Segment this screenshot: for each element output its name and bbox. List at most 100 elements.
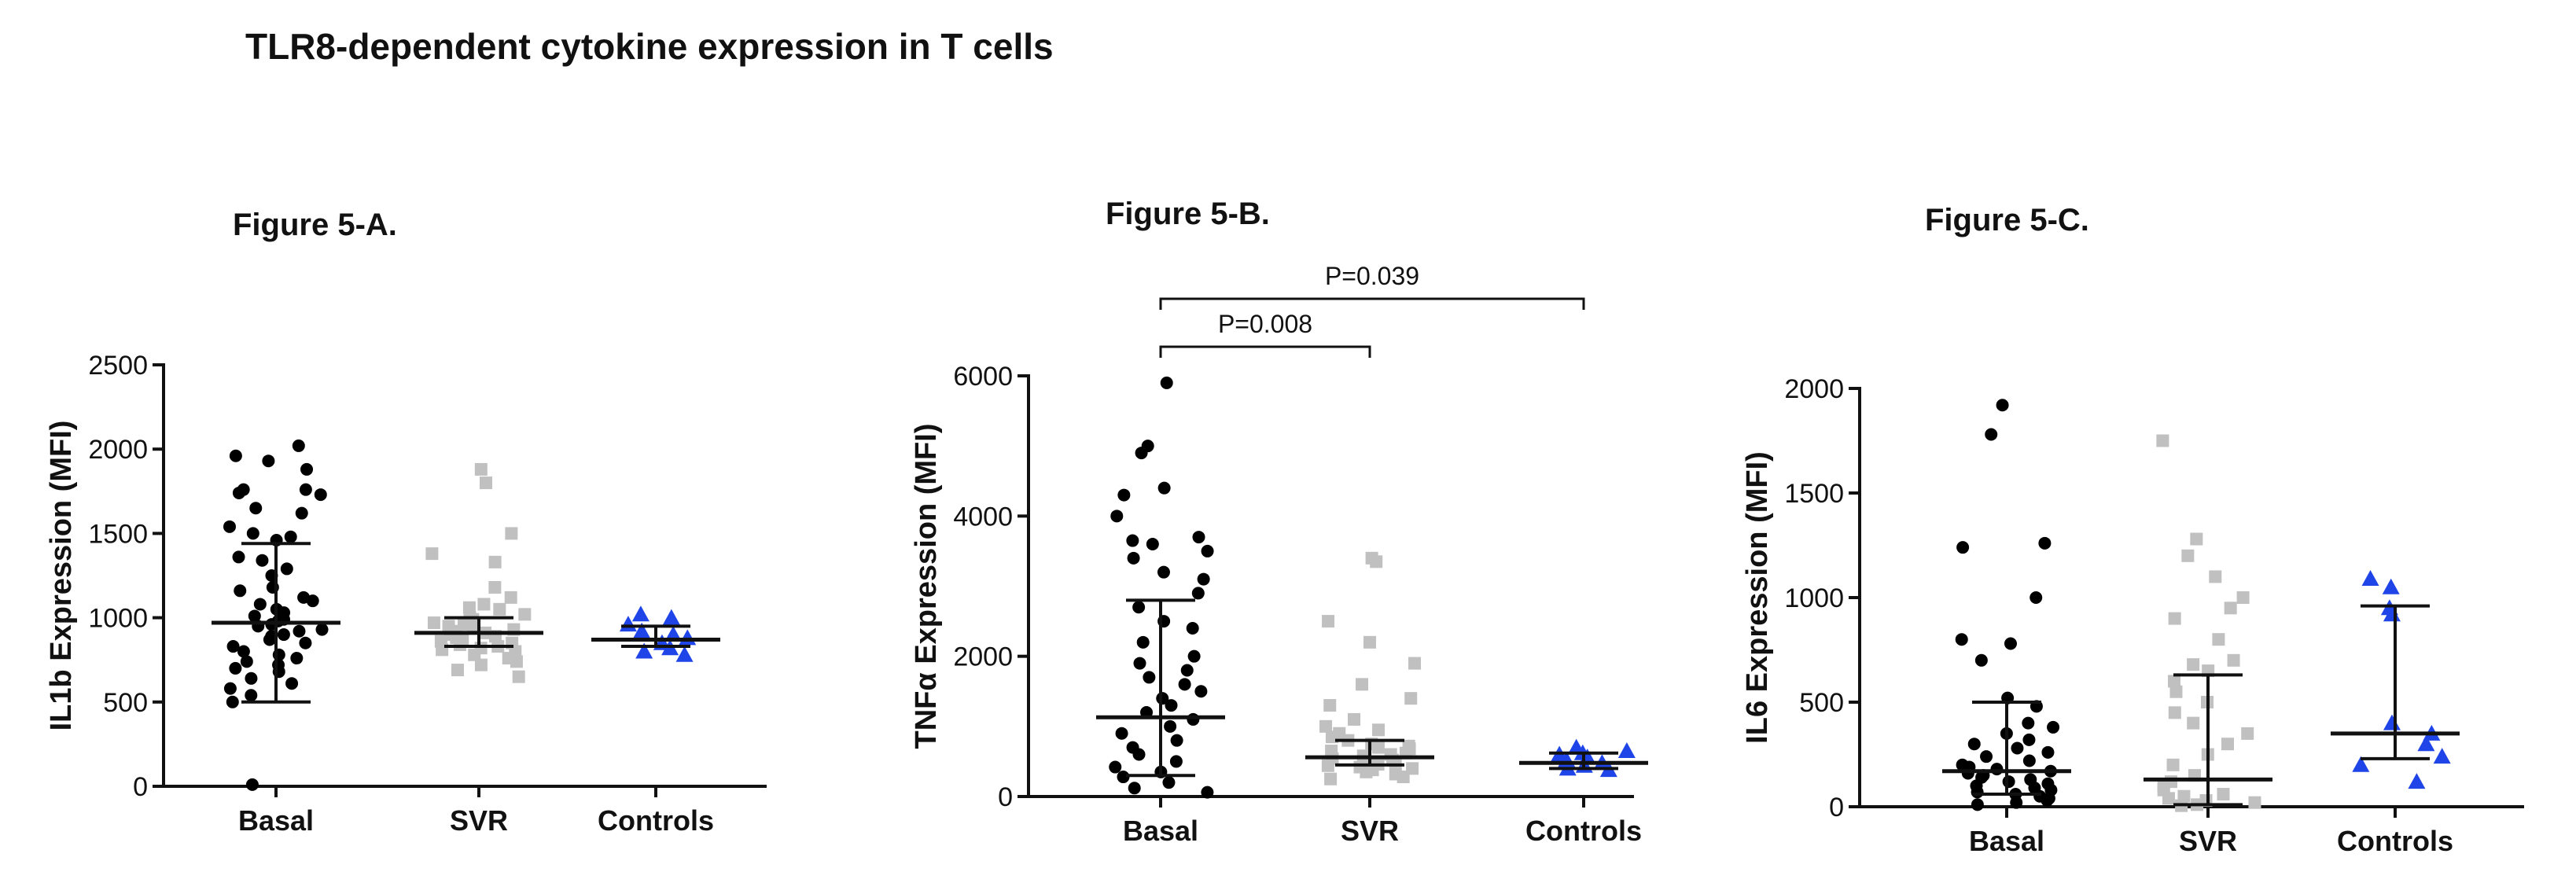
y-tick-label: 6000 [953, 362, 1013, 392]
chart-panel-1: 0 500 1000 1500 2000 2500 IL1b Expression (MFI… [45, 351, 767, 837]
data-point-basal [234, 584, 247, 598]
data-point-basal [2022, 716, 2035, 730]
data-point-basal [1187, 649, 1201, 663]
data-point-controls [2361, 570, 2379, 587]
data-point-svr [2181, 549, 2195, 562]
data-point-controls [631, 605, 650, 622]
data-point-svr [1321, 759, 1334, 772]
data-point-basal [285, 677, 299, 690]
data-point-svr [1356, 678, 1369, 691]
data-point-basal [1974, 653, 1988, 667]
y-tick-label: 0 [998, 782, 1013, 812]
data-point-controls [2352, 756, 2370, 772]
data-point-svr [1372, 723, 1386, 737]
data-point-basal [248, 609, 261, 623]
data-point-controls [679, 629, 697, 646]
chart-panel-3: 0 500 1000 1500 2000 IL6 Expression (MFI) Basa… [1741, 374, 2524, 857]
data-point-svr [1371, 741, 1385, 754]
data-point-basal [299, 483, 312, 496]
data-point-basal [1201, 544, 1214, 557]
data-point-svr [468, 648, 481, 661]
data-point-controls [675, 646, 694, 662]
data-point-basal [245, 671, 258, 685]
data-point-basal [1956, 541, 1970, 554]
data-point-svr [479, 476, 492, 490]
data-point-basal [262, 454, 275, 468]
data-point-svr [1363, 635, 1376, 649]
data-point-controls [2383, 714, 2401, 730]
significance-bracket [1159, 297, 1585, 310]
data-point-svr [518, 608, 532, 621]
data-point-basal [1133, 657, 1146, 670]
y-axis-label: IL6 Expression (MFI) [1741, 451, 1774, 744]
chart-panel-2: 0 2000 4000 6000 TNFα Expression (MFI) Basal S… [910, 262, 1648, 847]
data-point-controls [1617, 742, 1636, 759]
data-point-svr [2166, 758, 2180, 771]
data-point-basal [245, 689, 258, 702]
p-value-label: P=0.008 [1218, 310, 1312, 338]
data-point-basal [2041, 745, 2055, 759]
x-tick-label: Basal [1969, 825, 2044, 857]
data-point-basal [1985, 428, 1998, 441]
data-point-basal [232, 550, 245, 564]
data-point-basal [1132, 748, 1146, 761]
data-point-basal [1115, 727, 1128, 740]
data-point-basal [1157, 565, 1170, 579]
data-point-basal [1967, 738, 1981, 751]
data-point-basal [1996, 399, 2009, 412]
data-point-basal [1136, 635, 1150, 649]
data-point-basal [1186, 622, 1199, 635]
x-tick-label: Basal [1123, 815, 1198, 847]
data-point-basal [1187, 712, 1200, 726]
data-point-basal [293, 624, 306, 638]
data-point-basal [1955, 633, 1968, 646]
data-point-basal [223, 520, 236, 533]
data-point-svr [2224, 602, 2237, 615]
data-point-basal [229, 661, 242, 675]
data-point-basal [1128, 782, 1141, 795]
data-point-svr [1397, 771, 1410, 784]
data-point-svr [2168, 612, 2181, 625]
data-point-basal [1146, 538, 1159, 550]
data-point-basal [1126, 534, 1139, 547]
data-point-basal [253, 598, 267, 611]
data-point-basal [1143, 671, 1156, 684]
data-point-basal [1160, 376, 1173, 389]
data-point-basal [1157, 481, 1171, 495]
data-point-svr [2190, 532, 2203, 546]
data-point-svr [1324, 772, 1338, 786]
data-point-basal [1971, 786, 1984, 799]
data-point-controls [2433, 748, 2451, 764]
data-point-svr [2241, 727, 2254, 740]
data-point-basal [2022, 754, 2036, 767]
data-point-basal [1135, 447, 1148, 460]
data-point-svr [1408, 657, 1422, 670]
data-point-svr [488, 555, 502, 568]
x-tick-label: Controls [1525, 815, 1642, 847]
data-point-basal [315, 623, 329, 636]
data-point-svr [2212, 633, 2225, 646]
data-point-basal [1170, 734, 1183, 747]
data-point-basal [237, 645, 250, 658]
data-point-basal [1117, 488, 1131, 502]
data-point-svr [2162, 792, 2175, 805]
y-axis-label: IL1b Expression (MFI) [45, 421, 78, 731]
y-tick-label: 500 [103, 688, 148, 718]
data-point-svr [1325, 730, 1338, 744]
y-tick-label: 1500 [1784, 479, 1844, 509]
data-point-basal [300, 462, 314, 476]
data-point-basal [292, 439, 305, 452]
data-point-basal [1117, 771, 1130, 784]
data-point-svr [2187, 716, 2200, 730]
significance-bracket [1159, 345, 1371, 358]
data-point-basal [1180, 664, 1194, 677]
data-point-basal [299, 636, 312, 649]
data-point-basal [2002, 775, 2015, 789]
y-tick-label: 0 [133, 772, 148, 802]
data-point-basal [245, 778, 259, 791]
y-tick-label: 0 [1829, 793, 1844, 822]
page-title: TLR8-dependent cytokine expression in T … [245, 26, 1054, 67]
data-point-basal [2011, 741, 2024, 755]
data-point-basal [1164, 719, 1177, 733]
